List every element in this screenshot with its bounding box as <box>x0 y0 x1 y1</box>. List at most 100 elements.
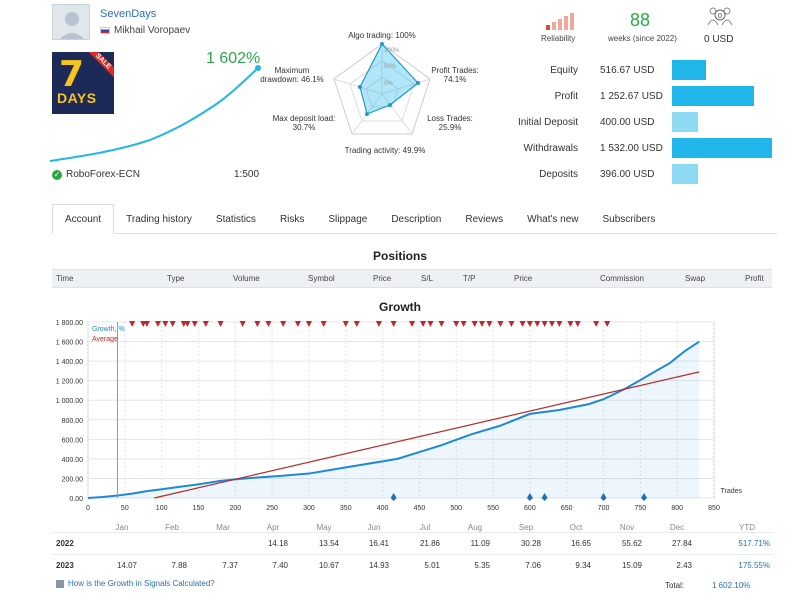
tab-description[interactable]: Description <box>391 213 442 225</box>
top-trade-marker <box>353 321 360 327</box>
radar-profit-trades: Profit Trades: 74.1% <box>431 66 479 85</box>
month-oct: Oct <box>569 523 583 532</box>
bottom-trade-marker <box>541 493 548 501</box>
broker-name[interactable]: RoboForex-ECN <box>66 169 140 180</box>
subscribers-count: 0 <box>718 13 722 20</box>
top-trade-marker <box>519 321 526 327</box>
col-symbol: Symbol <box>308 274 335 283</box>
tab-whats-new[interactable]: What's new <box>527 213 579 225</box>
stat-value: 1 252.67 USD <box>600 90 663 102</box>
cell: 7.06 <box>525 561 541 570</box>
signal-name[interactable]: SevenDays <box>100 8 157 20</box>
table-row: 2022 14.18 13.54 16.41 21.86 11.09 30.28… <box>52 532 774 554</box>
top-trade-marker <box>574 321 581 327</box>
top-trade-marker <box>497 321 504 327</box>
stat-row-equity: Equity 516.67 USD <box>500 60 706 80</box>
month-jun: Jun <box>367 523 381 532</box>
radar-loss-trades: Loss Trades: 25.9% <box>427 114 473 133</box>
cell: 7.40 <box>272 561 288 570</box>
row-year: 2022 <box>56 539 74 548</box>
weeks-label: weeks (since 2022) <box>608 34 677 43</box>
stat-label: Profit <box>554 90 578 102</box>
x-tick-label: 800 <box>671 505 683 512</box>
total-growth: 1 602% <box>206 50 261 67</box>
cell: 16.41 <box>368 539 389 548</box>
months-header: Jan Feb Mar Apr May Jun Jul Aug Sep Oct … <box>52 517 774 539</box>
top-trade-marker <box>508 321 515 327</box>
tab-slippage[interactable]: Slippage <box>328 213 368 225</box>
tab-subscribers[interactable]: Subscribers <box>602 213 656 225</box>
legend-growth: Growth, % <box>92 326 125 333</box>
tab-reviews[interactable]: Reviews <box>465 213 504 225</box>
stat-label: Withdrawals <box>523 142 578 154</box>
cell: 15.09 <box>621 561 642 570</box>
top-trade-marker <box>427 321 434 327</box>
top-trade-marker <box>129 321 136 327</box>
x-tick-label: 0 <box>86 505 90 512</box>
cell: 21.86 <box>419 539 440 548</box>
tab-account[interactable]: Account <box>52 204 115 234</box>
month-nov: Nov <box>619 523 635 532</box>
top-trade-marker <box>453 321 460 327</box>
cell-ytd: 517.71% <box>738 539 770 548</box>
tab-trading-history[interactable]: Trading history <box>126 213 192 225</box>
top-trade-marker <box>191 321 198 327</box>
cell: 27.84 <box>671 539 692 548</box>
top-trade-marker <box>604 321 611 327</box>
top-trade-marker <box>280 321 287 327</box>
top-trade-marker <box>486 321 493 327</box>
cell: 14.93 <box>368 561 389 570</box>
bottom-trade-marker <box>641 493 648 501</box>
positions-title: Positions <box>372 249 427 263</box>
month-sep: Sep <box>518 523 534 532</box>
average-series-line <box>154 371 700 499</box>
col-price-current: Price <box>514 274 533 283</box>
month-aug: Aug <box>467 523 483 532</box>
bottom-trade-marker <box>600 493 607 501</box>
x-tick-label: 850 <box>708 505 720 512</box>
top-trade-marker <box>548 321 555 327</box>
positions-table-header: Time Type Volume Symbol Price S/L T/P Pr… <box>52 269 772 288</box>
month-mar: Mar <box>216 523 230 532</box>
reliability-bars <box>546 12 574 30</box>
col-tp: T/P <box>463 274 476 283</box>
radar-trading-activity: Trading activity: 49.9% <box>344 146 426 155</box>
growth-help-text[interactable]: How is the Growth in Signals Calculated? <box>68 579 215 588</box>
y-tick-label: 1 000.00 <box>56 398 83 405</box>
tab-risks[interactable]: Risks <box>279 213 305 225</box>
month-apr: Apr <box>266 523 280 532</box>
radar-ring-100: 100% <box>384 48 400 54</box>
top-trade-marker <box>567 321 574 327</box>
stat-value: 396.00 USD <box>600 168 655 180</box>
top-trade-marker <box>375 321 382 327</box>
top-trade-marker <box>438 321 445 327</box>
stat-value: 400.00 USD <box>600 116 655 128</box>
legend-average: Average <box>92 336 118 343</box>
top-trade-marker <box>294 321 301 327</box>
author-avatar[interactable] <box>52 4 90 40</box>
top-trade-marker <box>390 321 397 327</box>
subscribers-icon: 0 <box>707 7 733 26</box>
cell: 16.65 <box>570 539 591 548</box>
tab-statistics[interactable]: Statistics <box>215 213 256 225</box>
cell: 5.01 <box>424 561 440 570</box>
y-tick-label: 800.00 <box>62 418 84 425</box>
x-tick-label: 150 <box>193 505 205 512</box>
x-tick-label: 700 <box>598 505 610 512</box>
author-name[interactable]: Mikhail Voropaev <box>114 25 191 36</box>
top-trade-marker <box>320 321 327 327</box>
top-trade-marker <box>460 321 467 327</box>
weeks-count: 88 <box>630 10 651 30</box>
help-icon <box>56 579 64 588</box>
cell: 9.34 <box>575 561 591 570</box>
cell: 30.28 <box>520 539 541 548</box>
top-trade-marker <box>154 321 161 327</box>
total-label: Total: <box>665 581 685 590</box>
growth-help-link[interactable]: How is the Growth in Signals Calculated? <box>56 579 215 588</box>
top-trade-marker <box>342 321 349 327</box>
stat-bar <box>672 112 698 132</box>
total-value: 1 602.10% <box>712 581 751 590</box>
stat-value: 516.67 USD <box>600 64 655 76</box>
stat-bar <box>672 86 754 106</box>
plot-area <box>87 321 715 499</box>
